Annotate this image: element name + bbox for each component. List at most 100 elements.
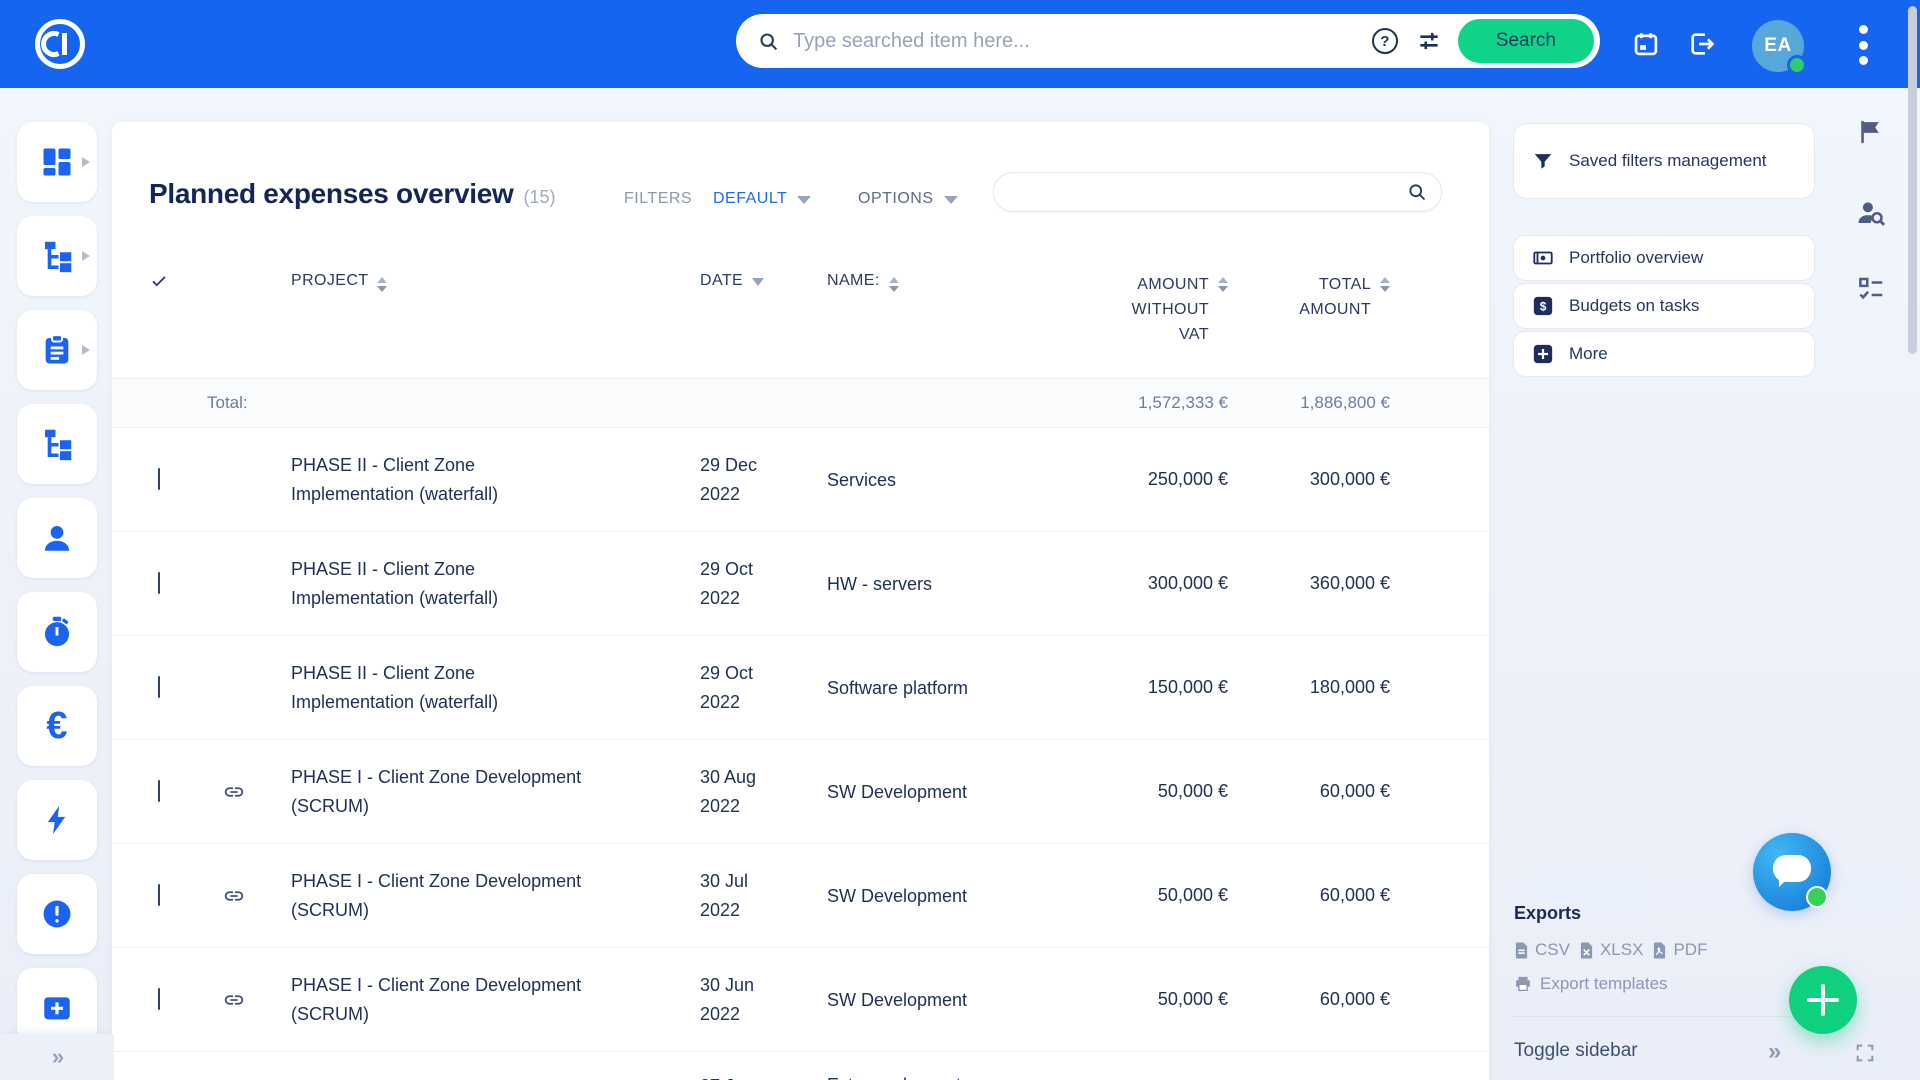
global-search-input[interactable] <box>793 29 1372 53</box>
table-row: PHASE I - Client Zone Development (SCRUM… <box>112 844 1489 948</box>
search-settings-icon[interactable] <box>1416 28 1442 54</box>
row-checkbox[interactable] <box>157 676 160 698</box>
table-search <box>993 172 1442 212</box>
planned-expenses-card: Planned expenses overview (15) FILTERS DE… <box>112 122 1489 1080</box>
chat-widget-button[interactable] <box>1753 833 1831 911</box>
search-icon <box>758 31 779 52</box>
export-csv-link[interactable]: CSV <box>1514 940 1570 960</box>
table-row: PHASE I - Client Zone Development (SCRUM… <box>112 740 1489 844</box>
cell-name: HW - servers <box>827 573 932 594</box>
tree-icon <box>45 241 72 273</box>
app-logo-icon[interactable] <box>34 18 86 70</box>
lightning-icon <box>47 805 66 835</box>
expand-rail-icon[interactable]: » <box>51 1044 64 1069</box>
cell-total-amount: 300,000 € <box>1309 469 1390 489</box>
fullscreen-icon[interactable] <box>1854 1042 1876 1064</box>
divider <box>1513 1016 1800 1017</box>
cell-project: PHASE II - Client Zone Implementation (w… <box>291 558 499 608</box>
cell-amount-without-vat: 250,000 € <box>1147 469 1228 489</box>
cell-project: PHASE I - Client Zone Development (SCRUM… <box>291 974 582 1024</box>
row-checkbox[interactable] <box>157 884 160 906</box>
rail-item-tasks[interactable] <box>17 310 97 390</box>
rail-item-hierarchy[interactable] <box>17 404 97 484</box>
rail-item-activity[interactable] <box>17 780 97 860</box>
table-row: 07 Jun Extra work - cost <box>112 1052 1489 1080</box>
alert-icon <box>43 900 71 928</box>
cell-project: PHASE I - Client Zone Development (SCRUM… <box>291 870 582 920</box>
options-dropdown[interactable]: OPTIONS <box>858 190 958 208</box>
export-templates-link[interactable]: Export templates <box>1514 974 1668 994</box>
search-button[interactable]: Search <box>1457 19 1594 63</box>
rail-item-projects-tree[interactable] <box>17 216 97 296</box>
cell-name: SW Development <box>827 781 968 802</box>
column-header-date[interactable]: DATE <box>680 272 812 290</box>
cell-name: SW Development <box>827 989 968 1010</box>
check-icon <box>151 276 166 287</box>
money-icon <box>1533 251 1553 265</box>
row-checkbox[interactable] <box>157 572 160 594</box>
rail-item-people[interactable] <box>17 498 97 578</box>
add-fab-button[interactable] <box>1789 966 1857 1034</box>
column-header-name[interactable]: NAME: <box>812 272 1002 292</box>
toggle-sidebar-label: Toggle sidebar <box>1514 1040 1638 1061</box>
link-icon[interactable] <box>223 781 245 803</box>
select-all-checkmark[interactable] <box>150 272 168 290</box>
column-header-total-amount[interactable]: TOTAL AMOUNT <box>1240 272 1402 322</box>
link-icon[interactable] <box>223 989 245 1011</box>
table-header: PROJECT DATE NAME: AMOUNT WITHOUT VAT TO… <box>112 258 1489 378</box>
cell-project: PHASE II - Client Zone Implementation (w… <box>291 662 499 712</box>
portfolio-overview-button[interactable]: Portfolio overview <box>1513 235 1815 281</box>
saved-filters-button[interactable]: Saved filters management <box>1513 123 1815 199</box>
rail-footer: » <box>0 1034 114 1080</box>
rail-item-time-tracking[interactable] <box>17 592 97 672</box>
total-amount-without-vat: 1,572,333 € <box>1138 393 1228 412</box>
sort-desc-icon <box>752 278 765 286</box>
export-xlsx-link[interactable]: XLSX <box>1579 940 1643 960</box>
page-title: Planned expenses overview (15) <box>149 178 556 209</box>
file-pdf-icon <box>1654 942 1666 958</box>
euro-icon: € <box>46 705 68 747</box>
cell-date: 30 Jun 2022 <box>700 974 755 1024</box>
user-search-icon[interactable] <box>1856 198 1886 228</box>
column-header-amount-without-vat[interactable]: AMOUNT WITHOUT VAT <box>1002 272 1240 347</box>
scrollbar-thumb[interactable] <box>1908 6 1917 354</box>
rail-item-issues[interactable] <box>17 874 97 954</box>
cell-date: 30 Aug 2022 <box>700 766 757 816</box>
row-checkbox[interactable] <box>157 780 160 802</box>
table-row: PHASE II - Client Zone Implementation (w… <box>112 428 1489 532</box>
plus-square-icon <box>1533 344 1553 364</box>
sort-icon <box>888 277 899 292</box>
cell-date: 30 Jul 2022 <box>700 870 749 920</box>
file-xlsx-icon <box>1580 942 1593 958</box>
sort-icon <box>377 277 388 292</box>
row-checkbox[interactable] <box>157 468 160 490</box>
rail-item-dashboard[interactable] <box>17 122 97 202</box>
add-box-icon <box>44 997 70 1020</box>
column-header-project[interactable]: PROJECT <box>262 272 680 292</box>
kebab-menu-icon[interactable] <box>1854 25 1872 65</box>
link-icon[interactable] <box>223 885 245 907</box>
total-row: Total: 1,572,333 € 1,886,800 € <box>112 378 1489 428</box>
export-pdf-link[interactable]: PDF <box>1652 940 1707 960</box>
cell-amount-without-vat: 50,000 € <box>1157 885 1228 905</box>
help-icon[interactable]: ? <box>1371 28 1398 54</box>
checklist-icon[interactable] <box>1856 274 1886 304</box>
cell-name: Extra work - cost <box>812 1052 1002 1080</box>
budgets-on-tasks-button[interactable]: $ Budgets on tasks <box>1513 283 1815 329</box>
flag-icon[interactable] <box>1856 118 1884 146</box>
table-search-input[interactable] <box>1012 183 1407 201</box>
collapse-sidebar-icon[interactable]: » <box>1768 1038 1781 1065</box>
cell-amount-without-vat: 50,000 € <box>1157 781 1228 801</box>
table-row: PHASE I - Client Zone Development (SCRUM… <box>112 948 1489 1052</box>
row-checkbox[interactable] <box>157 988 160 1010</box>
avatar[interactable]: EA <box>1752 20 1807 75</box>
more-button[interactable]: More <box>1513 331 1815 377</box>
total-label: Total: <box>207 393 248 412</box>
table-row: PHASE II - Client Zone Implementation (w… <box>112 636 1489 740</box>
export-icon[interactable] <box>1688 30 1716 58</box>
record-count: (15) <box>523 187 556 207</box>
printer-icon <box>1516 976 1530 992</box>
calendar-icon[interactable] <box>1632 30 1660 58</box>
rail-item-finance[interactable]: € <box>17 686 97 766</box>
filters-dropdown[interactable]: DEFAULT <box>713 190 812 208</box>
